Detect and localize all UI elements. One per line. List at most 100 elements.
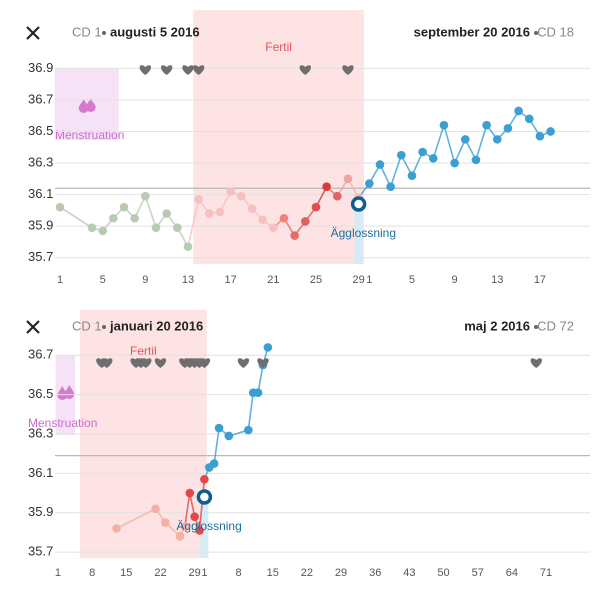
separator-dot	[534, 31, 538, 35]
temperature-point	[247, 204, 257, 214]
temperature-point	[396, 150, 406, 160]
temperature-line	[116, 508, 156, 530]
x-tick-label: 43	[403, 567, 415, 579]
x-tick-label: 8	[236, 567, 242, 579]
temperature-point	[175, 532, 185, 541]
temperature-point	[322, 182, 331, 191]
start-date: januari 20 2016	[109, 318, 203, 333]
temperature-point	[224, 431, 234, 441]
x-tick-label: 21	[267, 274, 279, 286]
x-tick-label: 1	[201, 567, 207, 579]
temperature-line	[144, 195, 157, 228]
x-tick-label: 29	[335, 567, 347, 579]
temperature-line	[187, 199, 200, 247]
temperature-point	[333, 191, 342, 201]
temperature-point	[180, 522, 190, 531]
temperature-point	[503, 124, 513, 133]
y-tick-label: 36.7	[28, 91, 53, 106]
temperature-point	[185, 488, 195, 498]
start-date: augusti 5 2016	[110, 24, 200, 39]
temperature-point	[301, 217, 310, 226]
x-tick-label: 71	[540, 567, 552, 579]
fertile-label: Fertil	[130, 344, 157, 358]
x-tick-label: 36	[369, 567, 381, 579]
temperature-point	[226, 187, 235, 196]
temperature-line	[184, 492, 191, 527]
ovulation-marker	[196, 489, 213, 505]
temperature-point	[471, 155, 481, 165]
temperature-point	[205, 209, 214, 218]
menstruation-icon	[78, 99, 89, 113]
intercourse-heart	[299, 65, 311, 75]
intercourse-heart	[198, 358, 211, 368]
temperature-point	[112, 524, 121, 533]
temperature-point	[194, 195, 203, 204]
y-tick-label: 36.3	[28, 425, 53, 440]
temperature-point	[375, 160, 385, 169]
ovulation-label: Ägglossning	[331, 226, 396, 240]
y-tick-label: 36.3	[28, 154, 53, 169]
y-tick-label: 36.1	[28, 465, 53, 480]
ovulation-bar	[200, 496, 209, 558]
separator-dot	[102, 325, 106, 329]
temperature-point	[183, 242, 193, 251]
close-button[interactable]	[26, 26, 40, 40]
temperature-point	[263, 343, 273, 352]
y-tick-label: 35.7	[28, 544, 53, 559]
x-tick-label: 1	[57, 274, 63, 286]
menstruation-label: Menstruation	[55, 128, 124, 142]
temperature-point	[214, 423, 224, 433]
temperature-point	[109, 213, 118, 223]
x-tick-label: 5	[100, 274, 106, 286]
temperature-point	[450, 158, 459, 168]
temperature-line	[475, 124, 488, 161]
end-date: september 20 2016	[414, 24, 530, 39]
intercourse-heart	[530, 358, 542, 368]
temperature-point	[514, 106, 523, 116]
x-tick-label: 64	[506, 567, 518, 579]
intercourse-heart	[182, 65, 194, 75]
x-tick-label: 8	[89, 567, 95, 579]
separator-dot	[102, 31, 106, 35]
menstruation-icon	[85, 98, 96, 112]
temperature-point	[151, 504, 160, 514]
temperature-point	[173, 223, 182, 233]
x-tick-label: 22	[301, 567, 313, 579]
y-tick-label: 36.9	[28, 60, 53, 75]
temperature-point	[195, 526, 204, 535]
x-tick-label: 25	[310, 274, 322, 286]
temperature-point	[290, 231, 299, 240]
temperature-point	[279, 213, 289, 223]
temperature-line	[411, 151, 424, 176]
x-tick-label: 17	[225, 274, 237, 286]
menstruation-icon	[57, 386, 68, 400]
x-tick-label: 9	[142, 274, 148, 286]
temperature-point	[237, 191, 246, 201]
temperature-point	[439, 120, 449, 130]
menstruation-label: Menstruation	[28, 416, 97, 430]
y-tick-label: 35.9	[28, 504, 53, 519]
close-icon[interactable]	[26, 320, 40, 334]
temperature-point	[258, 215, 267, 225]
temperature-point	[311, 202, 321, 212]
intercourse-heart	[237, 358, 250, 368]
intercourse-heart	[140, 358, 152, 368]
cycle-end-label: CD 18	[537, 24, 574, 39]
intercourse-heart	[257, 358, 269, 368]
temperature-point	[141, 191, 150, 201]
close-button[interactable]	[26, 320, 40, 334]
intercourse-heart	[160, 65, 173, 75]
intercourse-heart	[192, 65, 205, 75]
temperature-point	[209, 459, 219, 468]
close-icon[interactable]	[26, 26, 40, 40]
temperature-line	[198, 479, 206, 531]
temperature-point	[253, 388, 263, 397]
fertile-window	[193, 10, 364, 264]
intercourse-heart	[101, 358, 113, 368]
x-tick-label: 17	[534, 274, 546, 286]
temperature-line	[432, 124, 445, 159]
menstruation-icon	[64, 385, 75, 399]
intercourse-heart	[342, 65, 354, 75]
y-tick-label: 35.7	[28, 249, 53, 264]
